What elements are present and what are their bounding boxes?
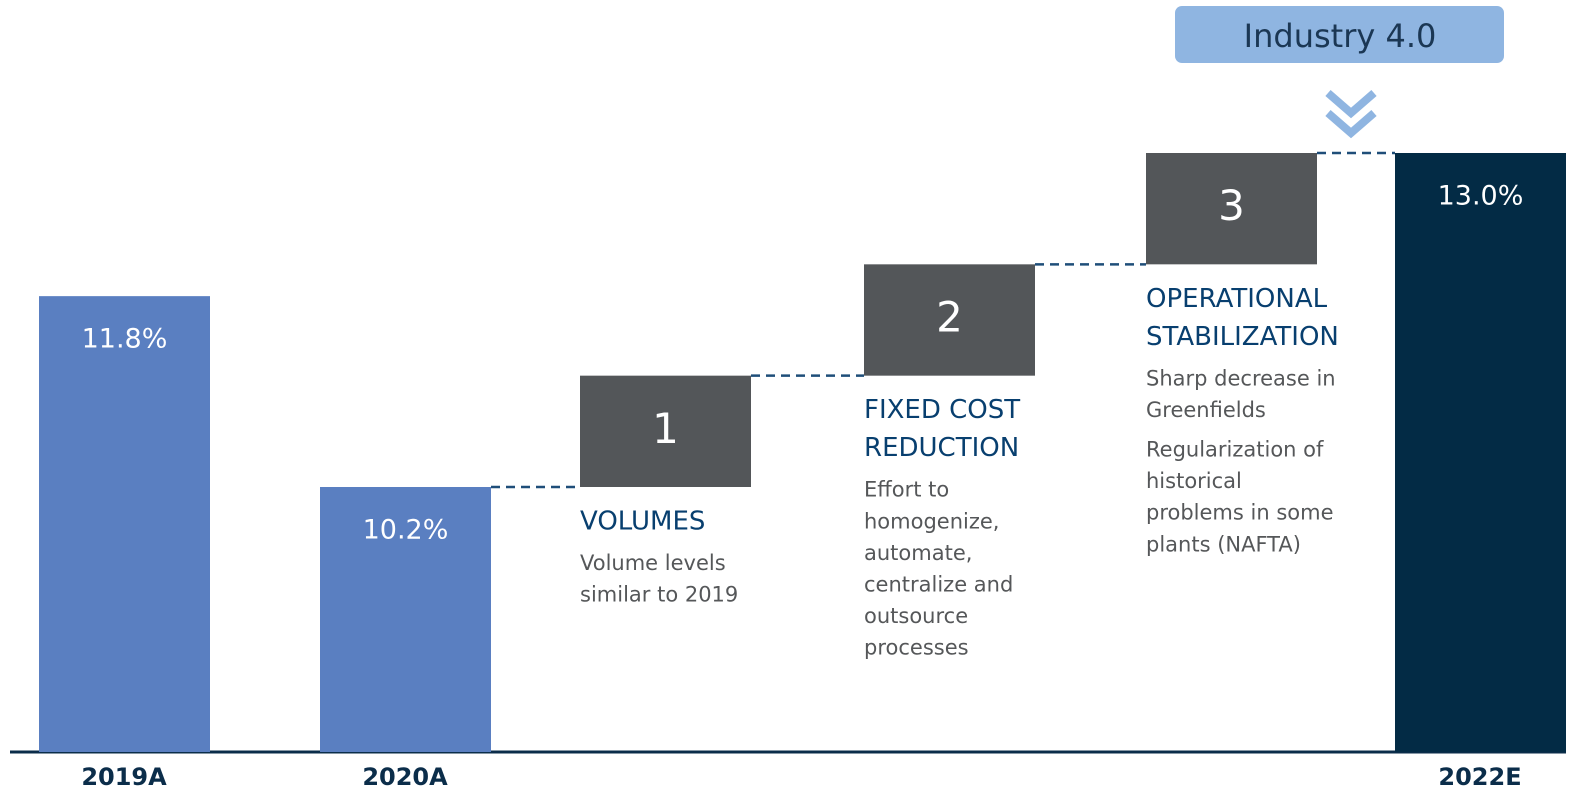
bar [1395,153,1566,752]
bar [39,296,210,752]
step-text: processes [864,636,969,660]
step-title: STABILIZATION [1146,322,1339,352]
step-text: problems in some [1146,501,1334,525]
step-box [864,264,1035,376]
step-text: Greenfields [1146,398,1266,422]
step-text: centralize and [864,572,1013,596]
step-box [580,375,751,487]
step-number: 1 [652,404,679,453]
step-title: REDUCTION [864,433,1019,463]
step-number: 2 [936,293,963,342]
step-text: historical [1146,469,1242,493]
step-text: outsource [864,604,968,628]
value-label: 11.8% [82,324,168,355]
step-title: OPERATIONAL [1146,284,1328,314]
step-text: Regularization of [1146,438,1324,462]
chevrons [1325,89,1377,139]
step-title: VOLUMES [580,507,705,537]
step-text: automate, [864,541,972,565]
step-number: 3 [1218,181,1245,230]
bar [320,487,491,752]
step-text: homogenize, [864,509,999,533]
x-tick-label: 2020A [362,763,448,791]
step-title: FIXED COST [864,395,1020,425]
x-tick-label: 2019A [81,763,167,791]
step-text: Sharp decrease in [1146,366,1336,390]
x-tick-label: 2022E [1438,763,1521,791]
value-label: 13.0% [1438,181,1524,212]
step-text: Volume levels [580,551,726,575]
step-text: plants (NAFTA) [1146,532,1301,556]
step-text: Effort to [864,478,949,502]
annotation-box [1175,6,1504,63]
step-text: similar to 2019 [580,583,738,607]
annotation: Industry 4.0 [1244,17,1437,55]
step-box [1146,153,1317,265]
value-label: 10.2% [363,515,449,546]
